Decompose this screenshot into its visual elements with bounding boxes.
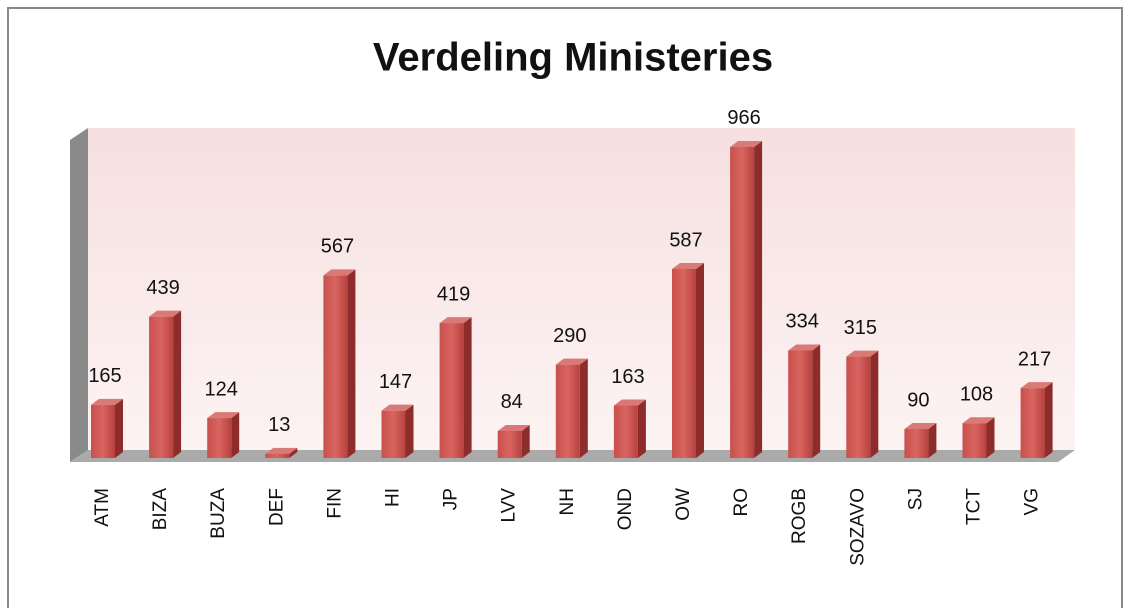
bar [788,350,813,458]
bar-side [405,404,414,458]
value-label: 290 [553,325,586,347]
bar-side [463,317,472,458]
chart-title: Verdeling Ministeries [373,36,773,80]
bar-side [521,424,530,458]
value-label: 315 [844,317,877,339]
bar-side [928,423,937,458]
value-label: 587 [669,229,702,251]
bar [555,364,580,458]
bar [207,418,232,458]
x-tick-label: BIZA [150,488,171,531]
bar [730,146,755,458]
side-wall [70,128,88,462]
value-label: 334 [786,311,819,333]
bar-top [846,350,879,357]
bar [265,453,290,458]
bar-side [347,269,356,458]
x-tick-label: VG [1022,488,1043,515]
bar-top [207,412,240,419]
x-tick-label: ATM [92,488,113,527]
bar-top [555,358,588,365]
value-label: 966 [727,107,760,129]
value-label: 108 [960,384,993,406]
x-tick-label: LVV [499,488,520,523]
x-tick-label: HI [383,488,404,507]
bar-side [289,447,298,458]
bar [904,429,929,458]
value-label: 84 [501,391,523,413]
bar-side [754,140,763,458]
x-tick-label: OW [673,488,694,521]
bar-top [904,423,937,430]
bar-top [730,140,763,147]
bar-side [637,399,646,458]
value-label: 147 [379,371,412,393]
bar [323,275,348,458]
bar-top [1020,382,1053,389]
bar-top [962,417,995,424]
x-tick-label: DEF [266,488,287,526]
x-tick-label: OND [615,488,636,530]
bar-top [672,262,704,269]
value-label: 124 [205,378,238,400]
bar [381,410,406,458]
value-label: 90 [907,389,929,411]
bar [439,323,464,458]
value-label: 419 [437,283,470,305]
bar-side [812,344,821,458]
bar [497,430,522,458]
x-tick-label: RO [731,488,752,517]
value-label: 163 [611,366,644,388]
bar-top [149,310,182,317]
bar-side [173,310,182,458]
bar [1020,388,1045,458]
x-tick-label: JP [441,488,462,510]
bar [962,423,987,458]
bar [672,268,696,458]
x-tick-label: SOZAVO [847,488,868,566]
value-label: 439 [146,277,179,299]
bar-top [497,424,530,431]
bar [613,405,638,458]
bar-side [115,398,123,458]
x-tick-label: BUZA [208,488,229,539]
value-label: 165 [88,365,121,387]
bar-top [788,344,821,351]
x-tick-label: ROGB [789,488,810,544]
value-label: 567 [321,236,354,258]
x-tick-label: FIN [324,488,345,519]
bar-top [91,398,123,405]
bar-side [986,417,995,458]
x-tick-label: NH [557,488,578,515]
bar-side [696,262,704,458]
bar-side [231,412,240,458]
bar-top [613,399,646,406]
bar-side [1044,382,1053,458]
bar [846,356,871,458]
bar-side [870,350,879,458]
bar-top [381,404,414,411]
bar [149,316,174,458]
bar [91,404,115,458]
value-label: 217 [1018,348,1051,370]
x-tick-label: SJ [905,488,926,510]
value-label: 13 [268,414,290,436]
bar-top [265,447,298,454]
bar-side [579,358,588,458]
bar-top [323,269,356,276]
x-tick-label: TCT [964,488,985,525]
bar-top [439,317,472,324]
